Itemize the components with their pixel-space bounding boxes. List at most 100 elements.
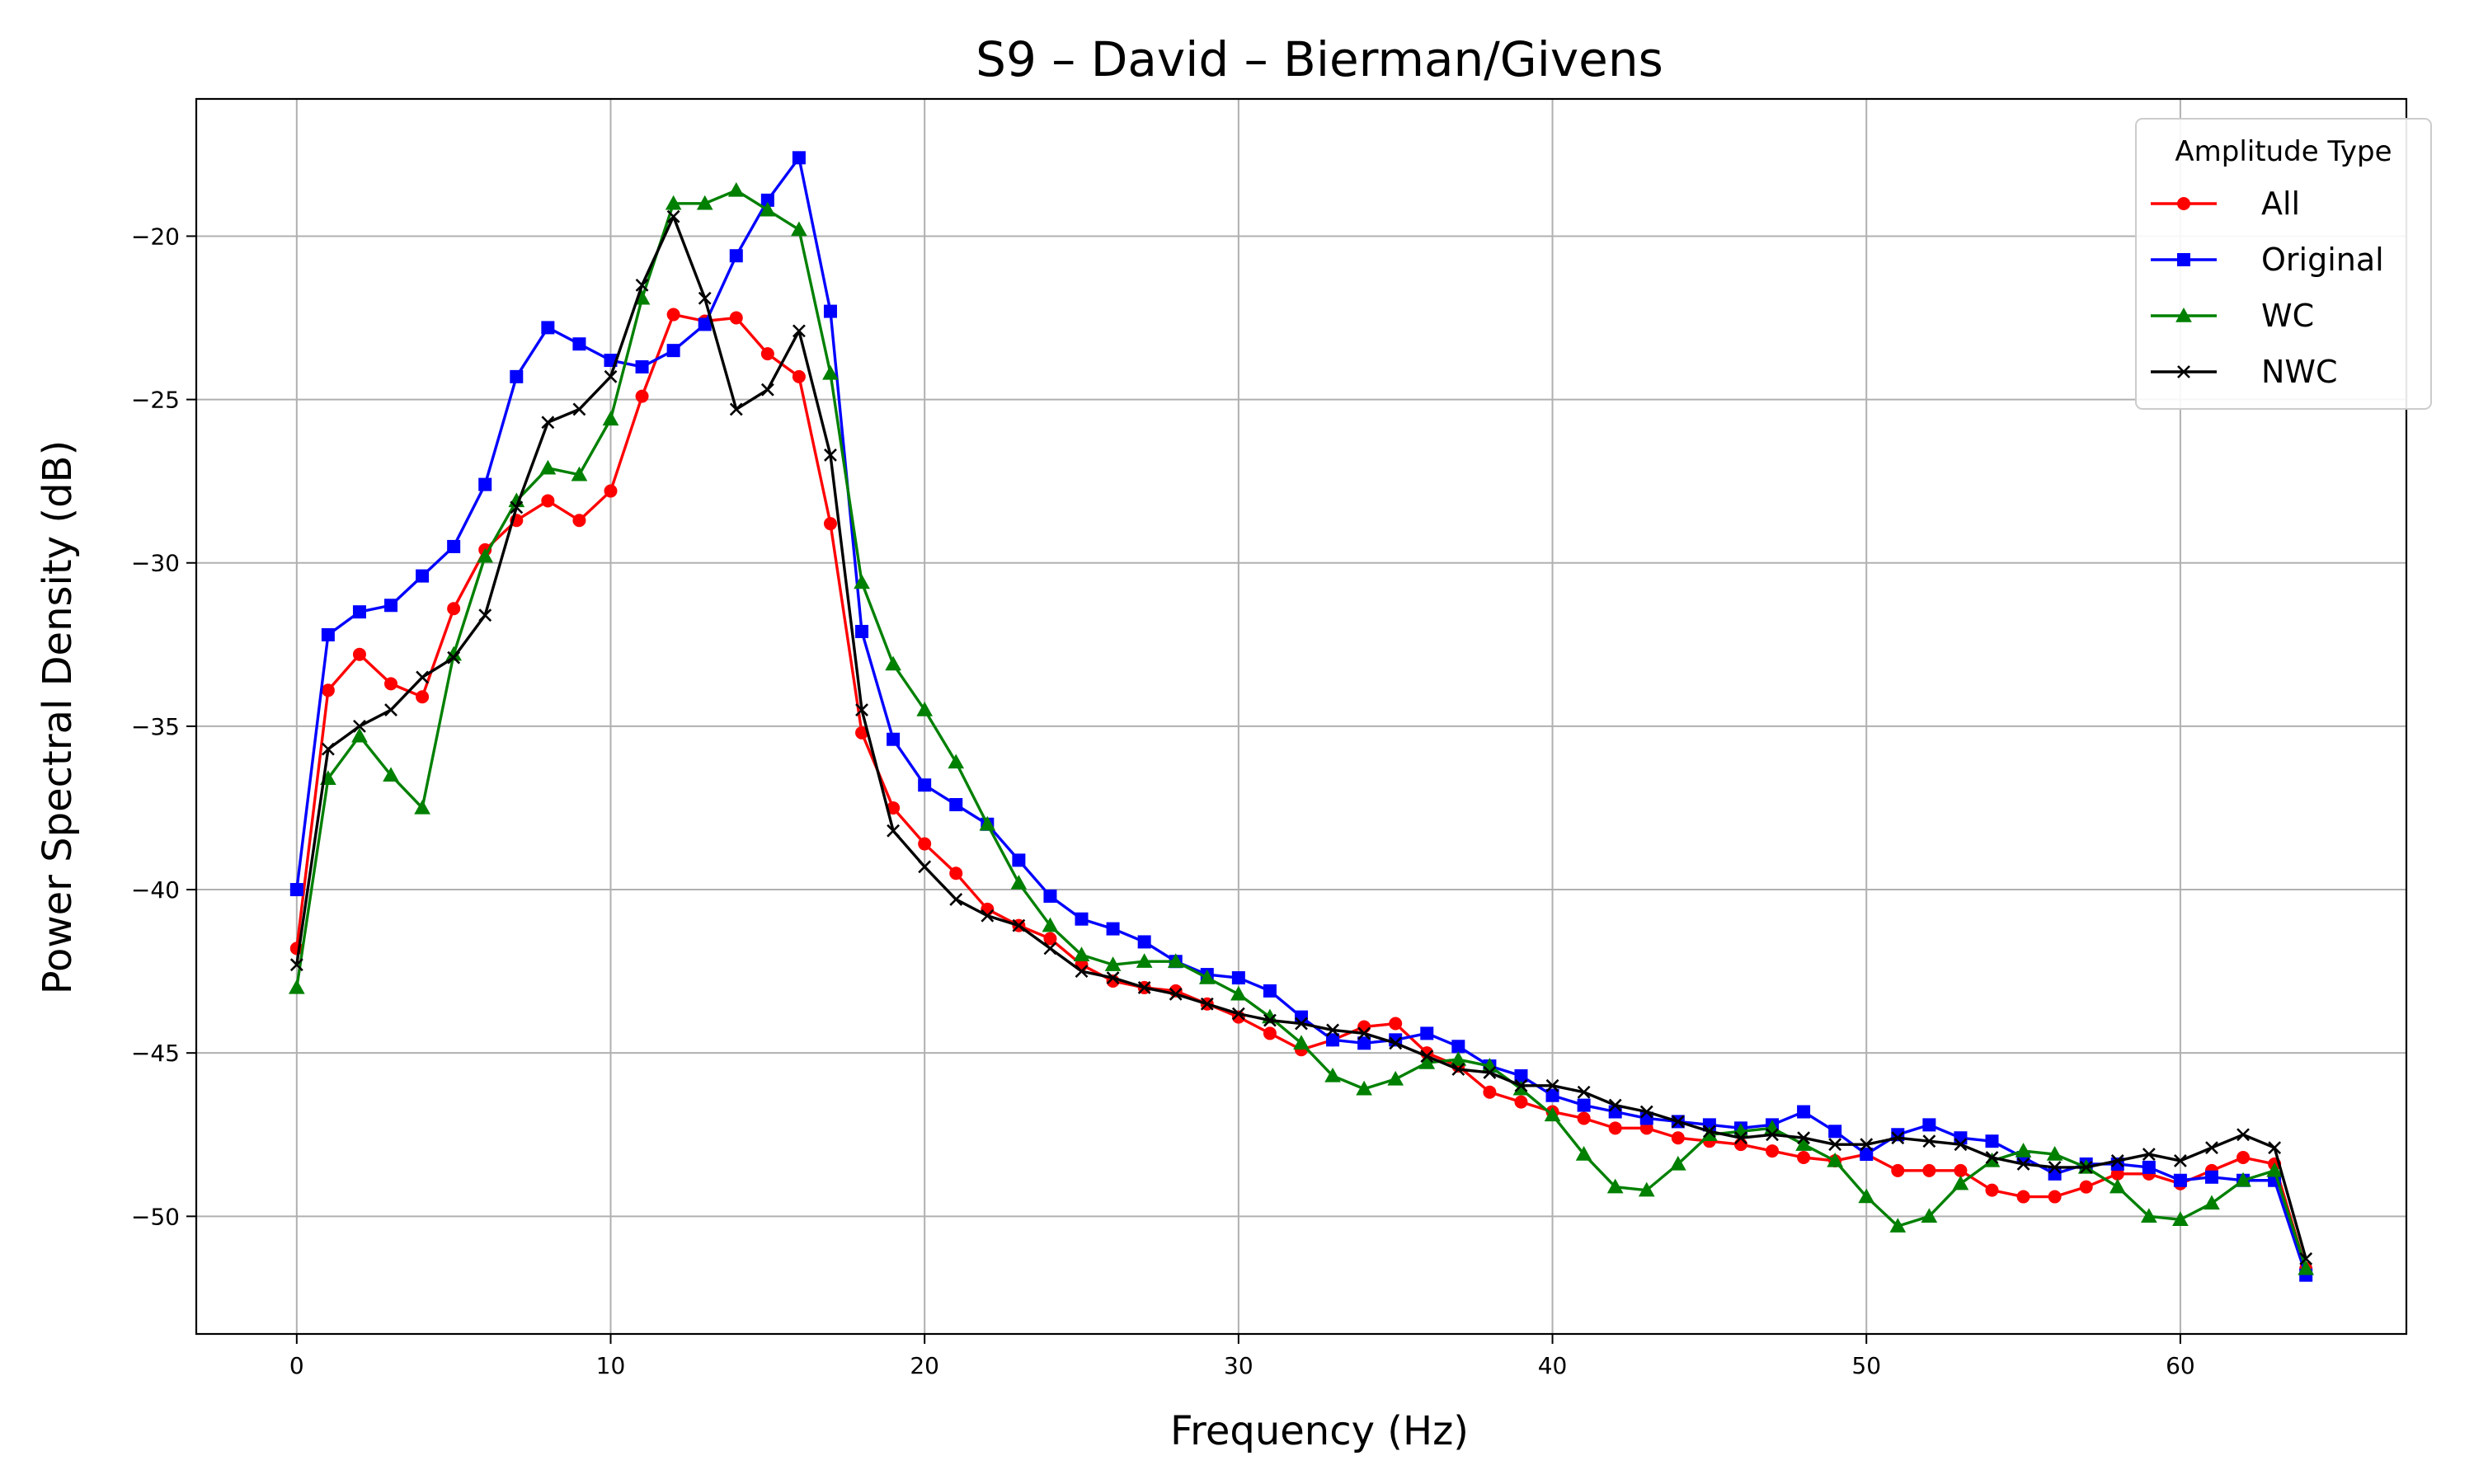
data-point-wc xyxy=(696,195,713,210)
data-point-nwc xyxy=(1954,1138,1968,1152)
y-tick-label: −25 xyxy=(131,387,180,414)
data-point-nwc xyxy=(1922,1134,1936,1148)
y-tick-label: −35 xyxy=(131,713,180,740)
data-point-nwc xyxy=(918,860,932,874)
axis-ticks: 0 10 20 30 40 50 60 −50 −45 −40 −35 −30 −25 −20 xyxy=(131,223,2195,1379)
data-point-wc xyxy=(727,181,745,197)
data-point-wc xyxy=(1952,1175,1969,1190)
data-point-all xyxy=(1043,932,1057,946)
data-point-wc xyxy=(1669,1155,1686,1171)
data-point-all xyxy=(666,308,680,322)
data-point-original xyxy=(289,883,303,897)
data-point-nwc xyxy=(1577,1085,1591,1099)
y-tick-label: −45 xyxy=(131,1040,180,1067)
data-point-wc xyxy=(414,799,430,815)
data-point-nwc xyxy=(541,416,555,430)
data-point-all xyxy=(1766,1144,1780,1158)
legend-label: All xyxy=(2261,186,2300,222)
data-point-nwc xyxy=(792,324,806,338)
grid-lines xyxy=(196,99,2406,1334)
data-point-original xyxy=(572,337,586,351)
data-point-all xyxy=(729,311,743,325)
x-tick-label: 20 xyxy=(910,1352,939,1379)
data-point-wc xyxy=(1167,953,1184,968)
data-point-original xyxy=(635,359,649,373)
data-point-original xyxy=(1231,971,1245,985)
data-point-all xyxy=(1985,1183,1999,1197)
data-point-original xyxy=(510,369,524,383)
data-point-wc xyxy=(1638,1181,1655,1197)
data-point-all xyxy=(572,514,586,528)
data-point-nwc xyxy=(2268,1141,2282,1155)
data-point-wc xyxy=(602,411,619,426)
data-point-nwc xyxy=(1231,1007,1245,1021)
data-point-original xyxy=(416,569,430,583)
data-point-all xyxy=(1922,1163,1936,1177)
data-point-original xyxy=(478,477,492,491)
data-point-original xyxy=(2142,1160,2156,1174)
data-point-nwc xyxy=(2236,1128,2250,1142)
data-point-original xyxy=(1797,1105,1811,1119)
data-point-original xyxy=(1357,1036,1371,1050)
data-point-nwc xyxy=(2205,1141,2218,1155)
data-point-all xyxy=(1389,1017,1403,1031)
data-point-all xyxy=(604,484,618,498)
data-point-nwc xyxy=(510,500,524,514)
data-point-wc xyxy=(351,727,368,743)
data-point-original xyxy=(2048,1167,2062,1181)
data-point-nwc xyxy=(729,402,743,416)
data-point-nwc xyxy=(1985,1151,1999,1164)
data-point-original xyxy=(666,344,680,358)
data-point-wc xyxy=(979,815,996,831)
data-point-all xyxy=(635,389,649,403)
data-point-nwc xyxy=(1608,1098,1622,1112)
data-point-all xyxy=(1514,1095,1528,1109)
data-point-original xyxy=(1420,1026,1434,1040)
data-point-wc xyxy=(1293,1035,1310,1050)
chart-title: S9 – David – Bierman/Givens xyxy=(976,31,1663,87)
y-tick-label: −20 xyxy=(131,223,180,250)
data-point-nwc xyxy=(1043,942,1057,956)
data-point-original xyxy=(1295,1010,1308,1024)
data-point-wc xyxy=(477,547,494,563)
data-point-wc xyxy=(288,979,305,994)
data-point-wc xyxy=(1073,946,1090,961)
data-point-nwc xyxy=(1734,1131,1747,1145)
data-point-wc xyxy=(885,655,901,671)
data-point-nwc xyxy=(416,670,430,684)
data-point-wc xyxy=(1136,953,1153,968)
data-point-original xyxy=(2173,1173,2187,1187)
data-point-all xyxy=(1483,1085,1497,1099)
data-point-nwc xyxy=(1200,997,1214,1011)
data-point-wc xyxy=(1827,1152,1844,1167)
data-point-nwc xyxy=(1766,1128,1779,1142)
data-point-nwc xyxy=(1420,1050,1434,1064)
data-point-wc xyxy=(2235,1172,2251,1187)
data-point-nwc xyxy=(1671,1115,1685,1129)
data-point-all xyxy=(1263,1026,1277,1040)
x-tick-label: 60 xyxy=(2166,1352,2195,1379)
data-point-all xyxy=(1954,1163,1968,1177)
data-point-nwc xyxy=(698,291,712,305)
data-point-all xyxy=(823,517,837,531)
data-point-wc xyxy=(539,459,557,475)
data-point-original xyxy=(1954,1131,1968,1145)
data-point-nwc xyxy=(1137,981,1151,994)
data-point-original xyxy=(2204,1170,2218,1184)
data-point-all xyxy=(918,837,932,851)
data-point-original xyxy=(918,778,932,792)
plot-frame xyxy=(195,97,2408,1336)
data-point-original xyxy=(823,304,837,318)
data-point-wc xyxy=(2266,1162,2283,1177)
data-point-nwc xyxy=(2016,1158,2030,1171)
x-tick-label: 10 xyxy=(596,1352,626,1379)
data-point-wc xyxy=(571,466,588,481)
legend-label: Original xyxy=(2261,242,2384,278)
legend-label: WC xyxy=(2261,298,2314,334)
data-point-nwc xyxy=(1389,1036,1403,1050)
data-point-original xyxy=(887,732,901,746)
data-point-wc xyxy=(1795,1136,1812,1151)
data-point-original xyxy=(1326,1033,1340,1047)
data-point-original xyxy=(1577,1098,1591,1112)
data-point-nwc xyxy=(1012,918,1026,932)
